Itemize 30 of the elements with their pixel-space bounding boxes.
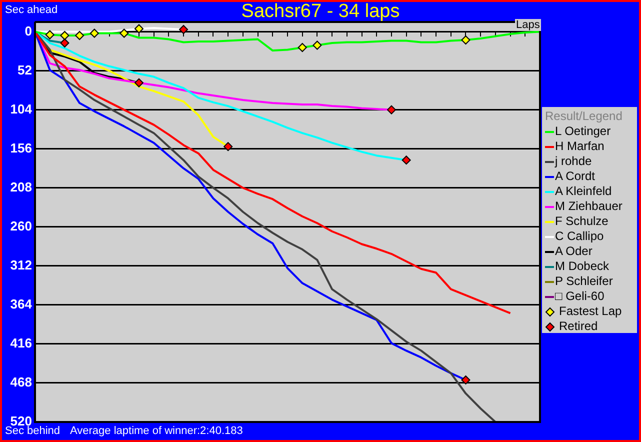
text: Sec behind	[5, 425, 60, 437]
legend-label: C Callipo	[555, 229, 604, 244]
legend-label: Fastest Lap	[559, 304, 622, 319]
y-tick-label: 364	[10, 296, 33, 312]
y-tick-label: 156	[10, 140, 32, 156]
legend-label: H Marfan	[555, 139, 604, 154]
y-tick-label: 416	[10, 336, 32, 351]
legend-label: M Ziehbauer	[555, 199, 622, 214]
legend-label: A Cordt	[555, 169, 596, 184]
legend-label: □ Geli-60	[555, 289, 604, 304]
legend-label: A Kleinfeld	[555, 184, 612, 199]
legend-label: M Dobeck	[555, 259, 610, 274]
x-axis-title: Laps	[515, 19, 541, 31]
y-tick-label: 0	[24, 23, 32, 38]
chart-title: Sachsr67 - 34 laps	[241, 1, 400, 22]
text: Sec ahead	[5, 4, 58, 16]
y-tick-label: 52	[18, 62, 32, 78]
y-tick-label: 104	[10, 101, 33, 116]
legend-label: j rohde	[555, 154, 592, 169]
legend-title: Result/Legend	[545, 109, 624, 123]
y-tick-label: 208	[10, 179, 32, 194]
text: Average laptime of winner:2:40.183	[70, 425, 243, 437]
y-tick-label: 260	[10, 218, 32, 234]
legend-label: A Oder	[555, 244, 592, 259]
legend-label: L Oetinger	[555, 124, 611, 139]
legend-label: Retired	[559, 319, 598, 334]
legend-label: P Schleifer	[555, 274, 613, 289]
legend-label: F Schulze	[555, 214, 608, 229]
y-tick-label: 468	[10, 374, 32, 390]
y-tick-label: 312	[10, 257, 32, 272]
